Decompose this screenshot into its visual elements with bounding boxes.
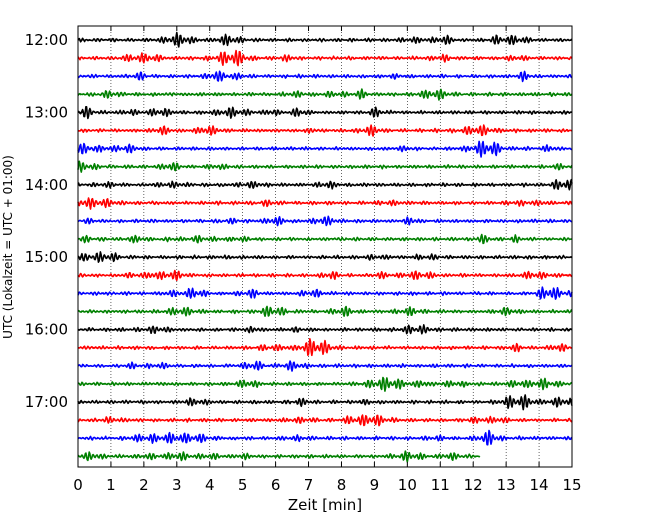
trace-22 <box>77 429 573 446</box>
trace-12 <box>77 251 573 263</box>
x-tick-label-8: 8 <box>337 476 347 494</box>
y-tick-label-4: 16:00 <box>25 321 68 339</box>
trace-15 <box>77 305 573 317</box>
x-tick-label-12: 12 <box>464 476 483 494</box>
trace-6 <box>77 140 573 158</box>
trace-18 <box>77 360 573 372</box>
x-tick-label-13: 13 <box>497 476 516 494</box>
trace-1 <box>77 49 573 67</box>
x-tick-label-11: 11 <box>431 476 450 494</box>
trace-16 <box>77 324 573 335</box>
trace-17 <box>77 337 573 357</box>
y-axis-ticks: 12:00 13:00 14:00 15:00 16:00 17:00 <box>25 31 572 411</box>
trace-9 <box>77 197 573 210</box>
trace-8 <box>77 178 573 191</box>
trace-5 <box>77 124 573 137</box>
trace-21 <box>77 414 573 427</box>
x-tick-label-3: 3 <box>172 476 182 494</box>
trace-11 <box>77 233 573 245</box>
x-tick-label-9: 9 <box>370 476 380 494</box>
trace-3 <box>77 88 573 101</box>
trace-0 <box>77 31 573 48</box>
seismogram-traces <box>77 31 573 463</box>
trace-4 <box>77 105 573 120</box>
x-axis-label: Zeit [min] <box>288 496 362 514</box>
x-tick-label-0: 0 <box>73 476 83 494</box>
trace-20 <box>77 394 573 411</box>
y-tick-label-5: 17:00 <box>25 393 68 411</box>
trace-2 <box>77 70 573 83</box>
y-tick-label-3: 15:00 <box>25 248 68 266</box>
y-tick-label-2: 14:00 <box>25 176 68 194</box>
y-tick-label-1: 13:00 <box>25 103 68 121</box>
trace-10 <box>77 215 573 227</box>
trace-14 <box>77 286 573 300</box>
x-tick-label-5: 5 <box>238 476 248 494</box>
x-tick-label-14: 14 <box>530 476 549 494</box>
trace-23 <box>77 450 481 463</box>
plot-frame <box>77 25 573 468</box>
x-tick-label-4: 4 <box>205 476 215 494</box>
x-axis-ticks: 0 1 2 3 4 5 6 7 8 9 10 11 12 13 14 15 <box>73 26 582 494</box>
x-tick-label-10: 10 <box>398 476 417 494</box>
y-tick-label-0: 12:00 <box>25 31 68 49</box>
trace-13 <box>77 269 573 281</box>
x-tick-label-7: 7 <box>304 476 314 494</box>
trace-7 <box>77 160 573 173</box>
x-tick-label-2: 2 <box>139 476 149 494</box>
x-tick-label-6: 6 <box>271 476 281 494</box>
x-tick-label-15: 15 <box>562 476 581 494</box>
y-axis-label: UTC (Lokalzeit = UTC + 01:00) <box>1 155 15 339</box>
x-tick-label-1: 1 <box>106 476 116 494</box>
trace-19 <box>77 376 573 392</box>
